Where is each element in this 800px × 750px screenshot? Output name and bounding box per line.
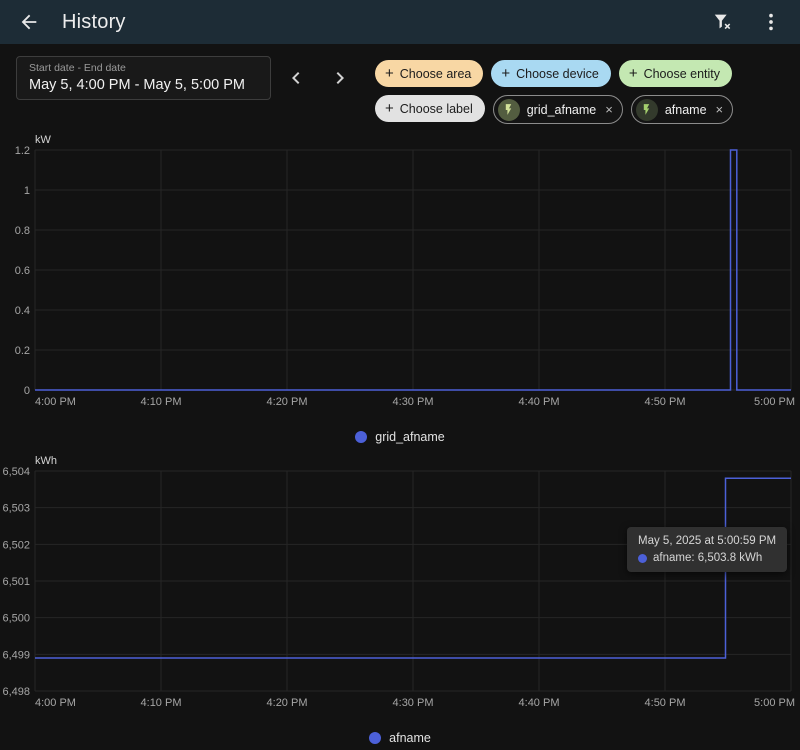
entity-chip-label: afname (664, 102, 707, 117)
svg-text:4:30 PM: 4:30 PM (393, 697, 434, 709)
chip-label: Choose device (516, 66, 599, 81)
plus-icon: + (385, 100, 394, 117)
remove-filters-button[interactable] (710, 9, 736, 35)
svg-text:6,501: 6,501 (2, 576, 30, 588)
date-range-picker[interactable]: Start date - End date May 5, 4:00 PM - M… (16, 56, 271, 100)
choose-entity-chip[interactable]: + Choose entity (618, 60, 733, 87)
svg-text:6,502: 6,502 (2, 539, 30, 551)
arrow-left-icon (21, 14, 37, 30)
svg-text:0.8: 0.8 (15, 225, 30, 237)
plus-icon: + (501, 65, 511, 82)
svg-text:5:00 PM: 5:00 PM (754, 396, 795, 408)
svg-text:0.2: 0.2 (15, 345, 30, 357)
series-color-dot (638, 553, 647, 563)
tooltip-value: afname: 6,503.8 kWh (653, 552, 763, 564)
svg-text:4:10 PM: 4:10 PM (141, 697, 182, 709)
date-range-label: Start date - End date (29, 62, 126, 74)
app-header: History (0, 0, 800, 44)
svg-text:4:00 PM: 4:00 PM (35, 697, 76, 709)
lightning-bolt-icon (497, 98, 520, 121)
entity-chip-grid-afname[interactable]: grid_afname × (492, 95, 623, 124)
tooltip-timestamp: May 5, 2025 at 5:00:59 PM (638, 535, 777, 547)
svg-text:6,503: 6,503 (2, 503, 30, 515)
next-period-button[interactable] (321, 56, 359, 100)
svg-text:4:20 PM: 4:20 PM (267, 697, 308, 709)
svg-text:0.6: 0.6 (15, 265, 30, 277)
history-toolbar: Start date - End date May 5, 4:00 PM - M… (0, 44, 800, 128)
svg-text:4:40 PM: 4:40 PM (519, 396, 560, 408)
date-range-value: May 5, 4:00 PM - May 5, 5:00 PM (29, 77, 245, 93)
svg-text:kWh: kWh (35, 455, 57, 467)
lightning-bolt-icon (635, 98, 658, 121)
chart-tooltip: May 5, 2025 at 5:00:59 PM afname: 6,503.… (627, 527, 788, 572)
filter-remove-icon (714, 14, 731, 30)
svg-text:0.4: 0.4 (15, 305, 30, 317)
tooltip-row: afname: 6,503.8 kWh (638, 552, 776, 564)
svg-text:6,500: 6,500 (2, 613, 30, 625)
chart-legend: grid_afname (0, 425, 800, 449)
chart-canvas[interactable]: 4:00 PM 4:10 PM 4:20 PM 4:30 PM 4:40 PM 4:50 … (0, 455, 800, 721)
svg-text:kW: kW (35, 134, 52, 146)
series-color-dot (355, 431, 368, 443)
svg-text:6,498: 6,498 (2, 686, 30, 698)
svg-text:0: 0 (24, 385, 30, 397)
svg-text:4:10 PM: 4:10 PM (141, 396, 182, 408)
remove-chip-icon[interactable]: × (715, 102, 724, 117)
energy-history-chart[interactable]: 4:00 PM 4:10 PM 4:20 PM 4:30 PM 4:40 PM 4:50 … (0, 455, 800, 750)
svg-text:4:50 PM: 4:50 PM (645, 697, 686, 709)
legend-item[interactable]: afname (369, 731, 431, 745)
series-label: grid_afname (375, 430, 445, 444)
prev-period-button[interactable] (277, 56, 315, 100)
choose-area-chip[interactable]: + Choose area (375, 60, 484, 87)
series-color-dot (369, 732, 382, 744)
svg-text:1: 1 (24, 185, 30, 197)
header-actions (710, 9, 784, 35)
entity-chip-label: grid_afname (526, 102, 597, 117)
svg-text:5:00 PM: 5:00 PM (754, 697, 795, 709)
svg-text:6,504: 6,504 (2, 466, 30, 478)
plus-icon: + (385, 65, 394, 82)
entity-chip-afname[interactable]: afname × (630, 95, 734, 124)
svg-text:6,499: 6,499 (2, 649, 30, 661)
chevron-right-icon (336, 72, 344, 84)
series-label: afname (389, 731, 431, 745)
chip-label: Choose label (399, 101, 473, 116)
svg-text:4:50 PM: 4:50 PM (645, 396, 686, 408)
legend-item[interactable]: grid_afname (355, 430, 445, 444)
chart-legend: afname (0, 726, 800, 750)
svg-text:4:20 PM: 4:20 PM (267, 396, 308, 408)
chip-label: Choose entity (643, 66, 721, 81)
svg-text:4:00 PM: 4:00 PM (35, 396, 76, 408)
chip-label: Choose area (399, 66, 472, 81)
dots-vertical-icon (769, 13, 773, 31)
chevron-left-icon (292, 72, 300, 84)
back-button[interactable] (16, 9, 42, 35)
power-history-chart[interactable]: 4:00 PM 4:10 PM 4:20 PM 4:30 PM 4:40 PM 4:50 … (0, 134, 800, 449)
svg-text:1.2: 1.2 (15, 145, 30, 157)
choose-label-chip[interactable]: + Choose label (375, 95, 485, 122)
overflow-menu-button[interactable] (758, 9, 784, 35)
chart-canvas[interactable]: 4:00 PM 4:10 PM 4:20 PM 4:30 PM 4:40 PM 4:50 … (0, 134, 800, 420)
svg-text:4:30 PM: 4:30 PM (393, 396, 434, 408)
filter-chips: + Choose area + Choose device + Choose e… (375, 60, 784, 124)
plus-icon: + (628, 65, 638, 82)
svg-text:4:40 PM: 4:40 PM (519, 697, 560, 709)
remove-chip-icon[interactable]: × (605, 102, 613, 117)
choose-device-chip[interactable]: + Choose device (491, 60, 611, 87)
page-title: History (62, 10, 126, 33)
